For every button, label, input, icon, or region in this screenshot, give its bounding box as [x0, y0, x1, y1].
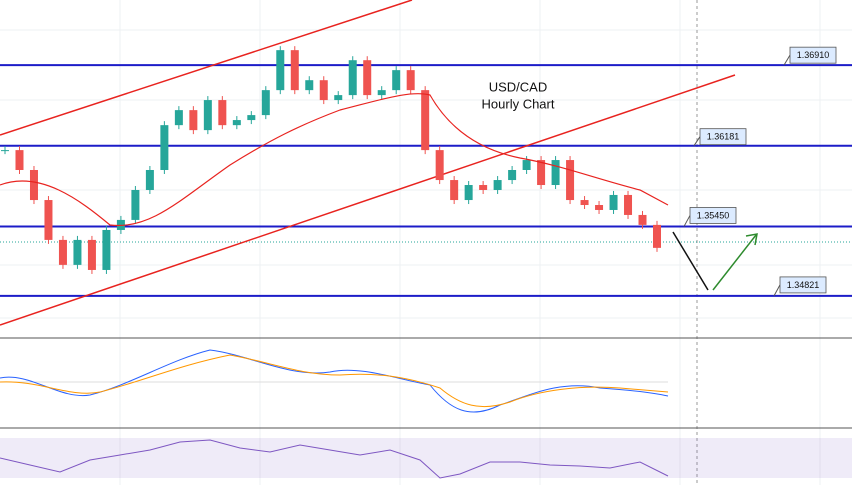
candle	[493, 180, 502, 190]
candle	[348, 60, 357, 96]
label-connector	[783, 54, 791, 66]
candle	[334, 95, 343, 101]
candle	[1, 150, 9, 152]
candle	[102, 229, 111, 270]
candle	[392, 70, 401, 91]
candle	[44, 200, 53, 240]
candle	[609, 194, 618, 210]
level-label-box	[789, 46, 837, 64]
candle	[522, 160, 531, 170]
candle	[508, 169, 517, 181]
candle	[624, 194, 633, 215]
chart-title: USD/CAD	[489, 79, 548, 94]
candle	[537, 160, 546, 186]
candle	[131, 189, 140, 220]
label-connector	[773, 284, 781, 297]
candle	[232, 120, 241, 126]
candle	[218, 100, 227, 126]
candle	[653, 224, 661, 248]
candle	[435, 150, 444, 181]
candle	[29, 169, 38, 201]
candle	[15, 150, 24, 170]
macd-pane	[0, 349, 669, 413]
candle	[247, 115, 256, 121]
candle	[261, 90, 270, 116]
level-label-box	[699, 128, 747, 146]
level-label: 1.36910	[797, 50, 830, 60]
candle	[145, 169, 154, 190]
trend-line	[0, 0, 413, 136]
trend-line	[0, 74, 736, 326]
candle	[290, 50, 299, 91]
candle	[203, 100, 212, 131]
candle	[276, 50, 285, 91]
candle	[421, 90, 430, 151]
candle	[450, 180, 459, 201]
level-label: 1.34821	[787, 280, 820, 290]
arrow-head	[745, 233, 758, 246]
level-label: 1.35450	[697, 210, 730, 220]
candle	[479, 185, 488, 190]
candle	[160, 125, 169, 170]
candle	[551, 160, 560, 186]
arrow-down	[672, 231, 709, 291]
candle	[319, 80, 328, 101]
level-label-box	[779, 276, 827, 294]
candle	[377, 90, 386, 96]
candle	[406, 70, 415, 91]
candle	[566, 160, 575, 201]
candle	[73, 239, 82, 265]
candle	[363, 60, 372, 96]
rsi-pane	[0, 438, 852, 479]
candle	[638, 214, 647, 225]
candle	[189, 110, 198, 131]
candle	[87, 239, 96, 270]
chart-subtitle: Hourly Chart	[482, 96, 555, 111]
moving-average	[0, 93, 669, 227]
candle	[58, 239, 67, 265]
candle	[464, 185, 473, 201]
label-connector	[693, 136, 701, 146]
candle	[595, 205, 604, 210]
level-label: 1.36181	[707, 132, 740, 142]
candle	[305, 80, 314, 91]
arrow-up	[712, 234, 757, 291]
candle	[580, 200, 589, 206]
label-connector	[683, 215, 691, 227]
candle	[174, 110, 183, 126]
level-label-box	[689, 207, 737, 224]
